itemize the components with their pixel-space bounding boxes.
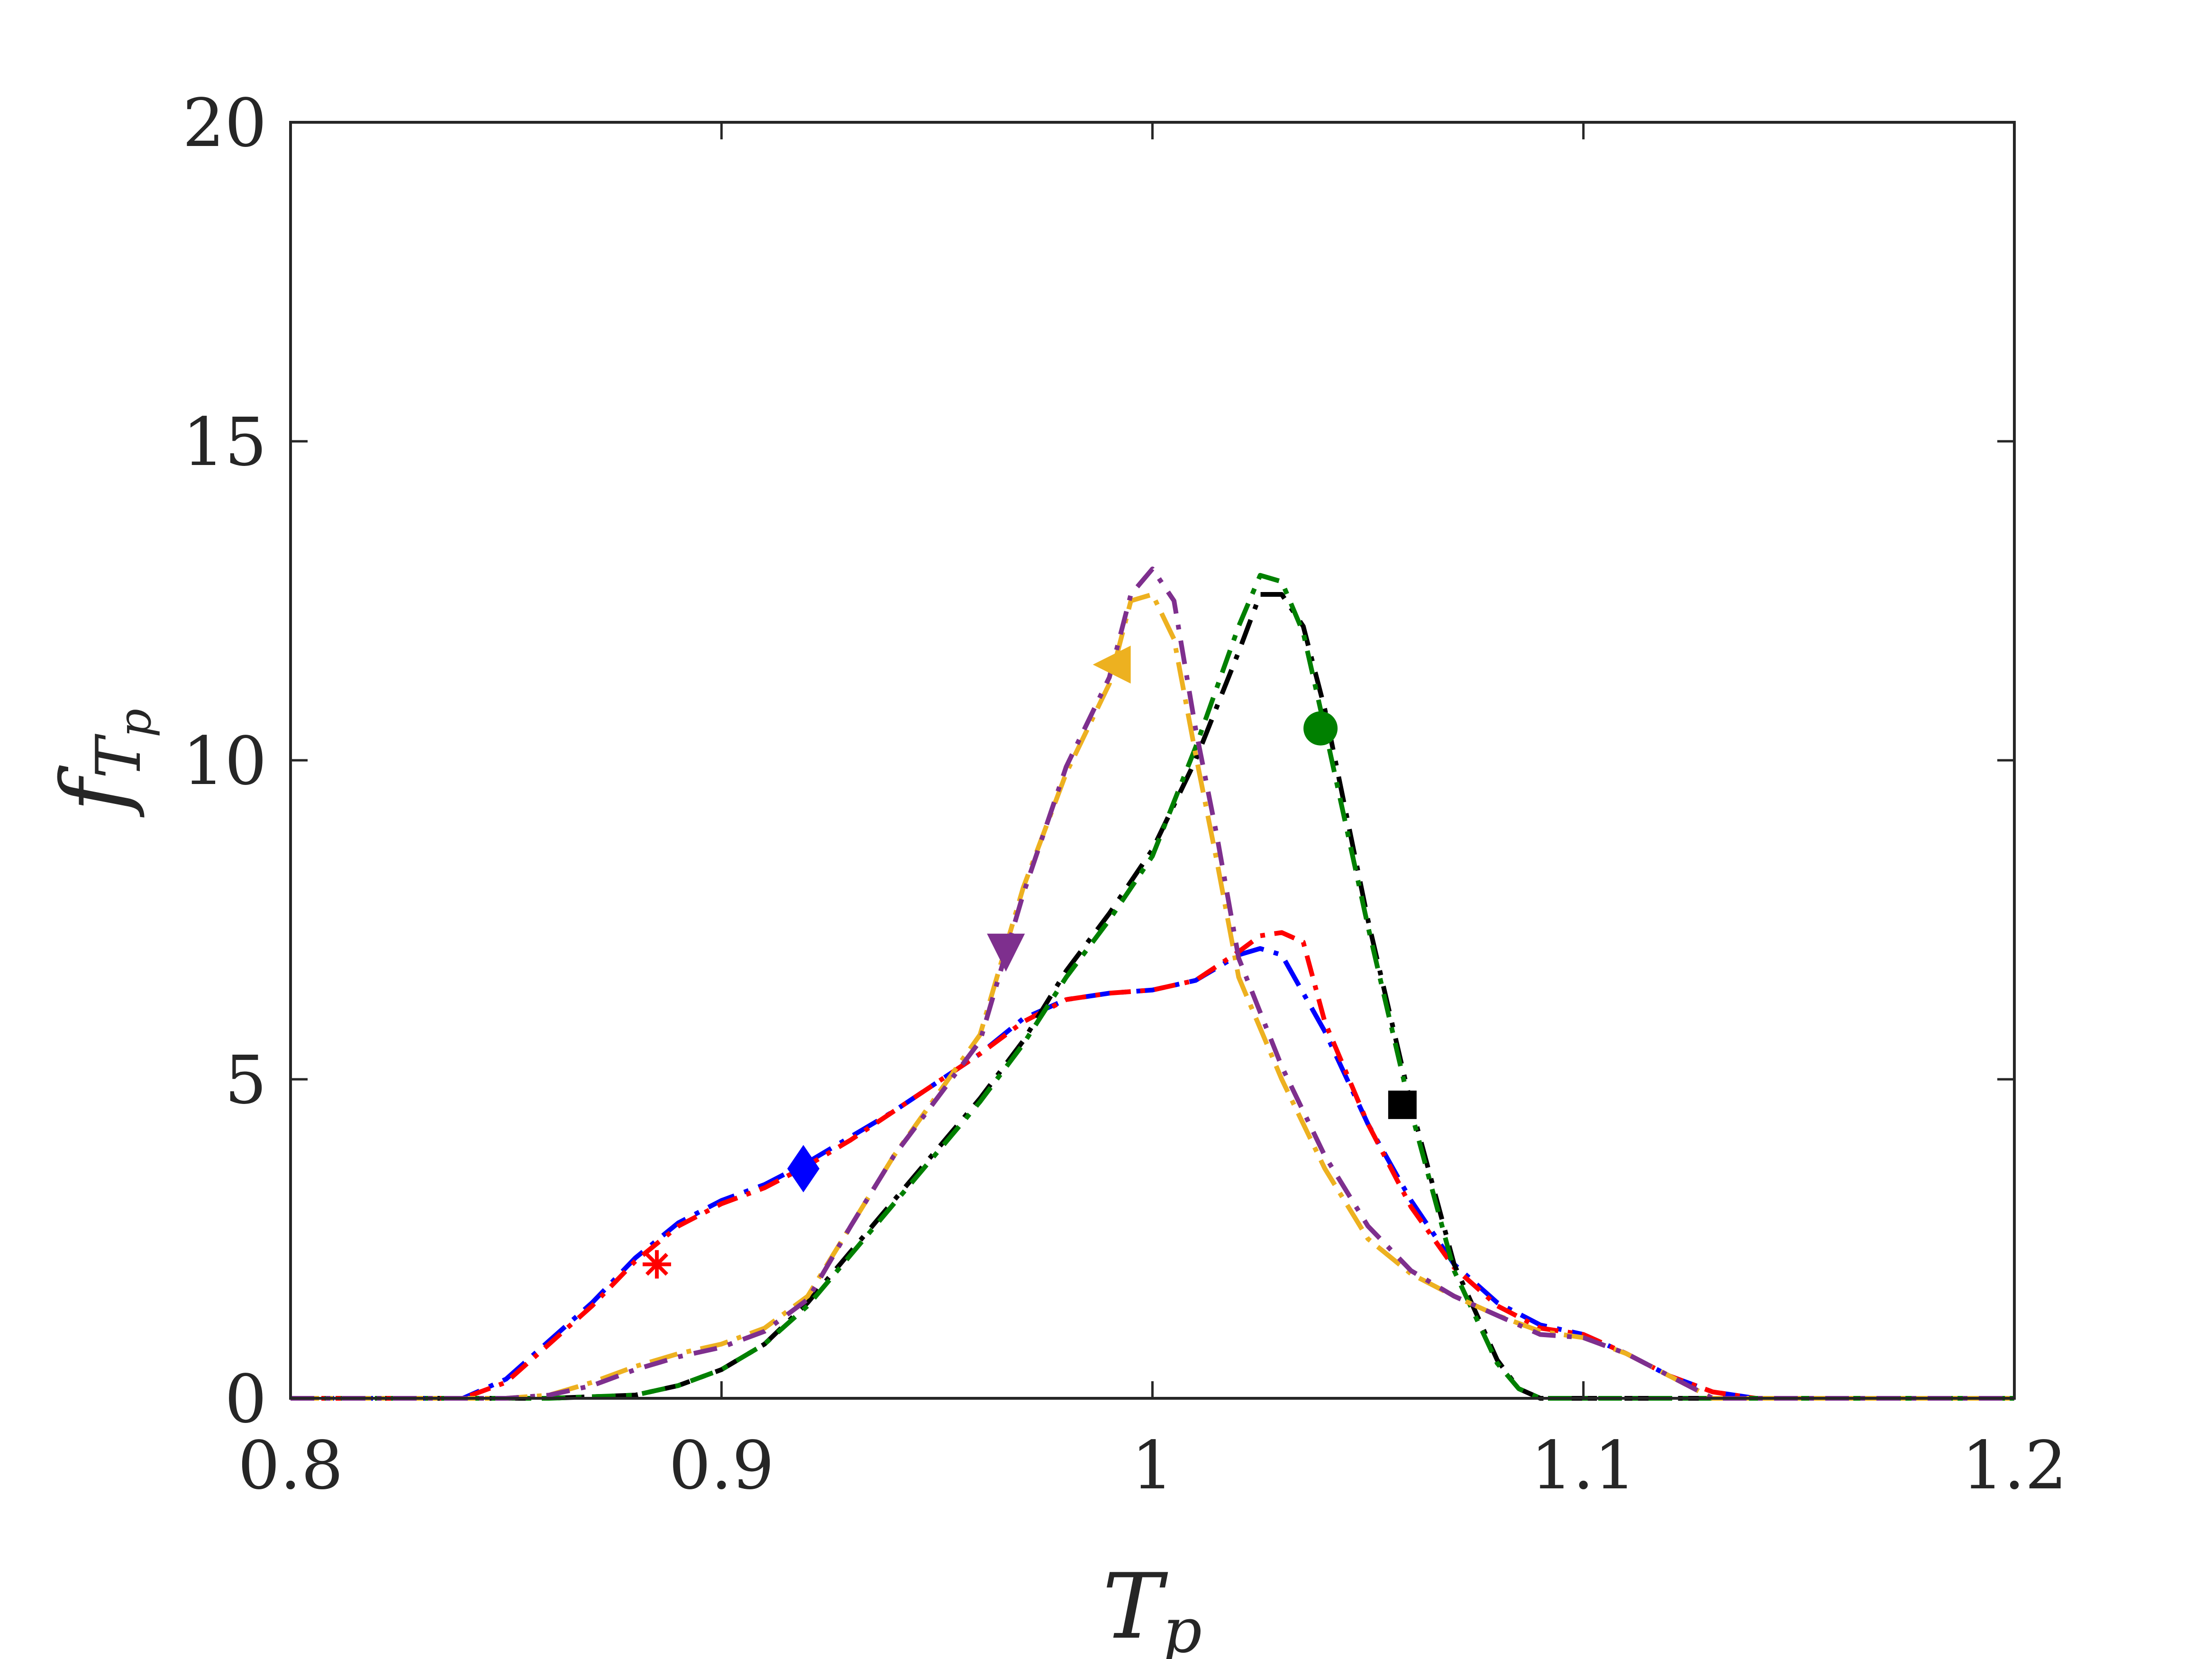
y-tick-label: 5: [225, 1042, 267, 1119]
x-axis-label: Tp: [1102, 1554, 1202, 1659]
x-tick-label: 0.8: [238, 1427, 344, 1504]
y-tick-label: 15: [182, 404, 267, 481]
tick-layer: 0.8 0.9 1 1.1 1.2 0 5 10 15 20: [182, 85, 2067, 1504]
y-tick-label: 20: [182, 85, 267, 162]
marker-triangle-down: [987, 933, 1025, 972]
x-tick-label: 1.2: [1962, 1427, 2067, 1504]
marker-asterisk: [642, 1250, 671, 1279]
y-tick-label: 10: [182, 723, 267, 800]
x-tick-label: 1.1: [1530, 1427, 1636, 1504]
series-line: [291, 592, 2014, 1401]
series-line: [291, 930, 2014, 1401]
marker-triangle-left: [1092, 646, 1131, 684]
x-tick-label: 1: [1131, 1427, 1174, 1504]
series-layer: [291, 566, 2014, 1401]
series-line: [291, 566, 2014, 1401]
marker-square: [1388, 1090, 1417, 1119]
marker-circle: [1303, 711, 1338, 746]
series-line: [291, 573, 2014, 1401]
marker-layer: [642, 646, 1417, 1279]
marker-diamond: [787, 1145, 820, 1193]
y-tick-label: 0: [225, 1361, 267, 1438]
x-tick-label: 0.9: [669, 1427, 774, 1504]
